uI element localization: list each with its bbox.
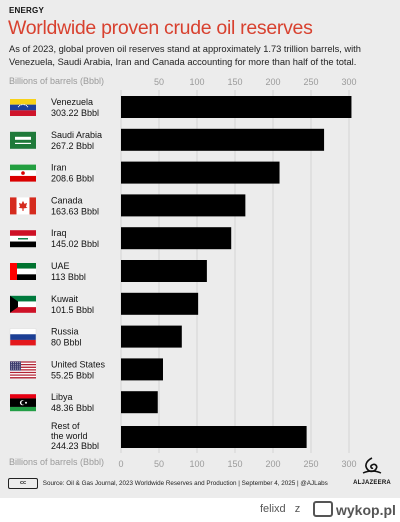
- kuwait-flag: [10, 295, 36, 313]
- value-label: 267.2 Bbbl: [51, 141, 94, 151]
- iraq-flag: [10, 230, 36, 248]
- category-label: United States: [51, 359, 106, 369]
- bar: [121, 358, 163, 381]
- x-axis-label-top: Billions of barrels (Bbbl): [9, 76, 105, 86]
- category-label: UAE: [51, 261, 70, 271]
- value-label: 163.63 Bbbl: [51, 206, 99, 216]
- x-tick-label-bottom: 0: [118, 459, 123, 469]
- saudi-arabia-flag: [10, 131, 36, 149]
- x-tick-label-top: 200: [265, 77, 280, 87]
- x-tick-label-top: 250: [303, 77, 318, 87]
- iran-flag: [10, 164, 36, 182]
- watermark-separator: z: [294, 503, 301, 515]
- canada-flag: [10, 197, 36, 215]
- category-label: Iran: [51, 163, 67, 173]
- value-label: 80 Bbbl: [51, 338, 82, 348]
- bar: [121, 260, 207, 282]
- venezuela-flag: [10, 99, 36, 116]
- value-label: 48.36 Bbbl: [51, 403, 94, 413]
- creative-commons-icon: cc: [8, 478, 38, 489]
- category-label: Saudi Arabia: [51, 130, 102, 140]
- x-tick-label-top: 50: [154, 77, 164, 87]
- chart-title: Worldwide proven crude oil reserves: [8, 17, 313, 39]
- value-label: 113 Bbbl: [51, 272, 86, 282]
- x-tick-label-bottom: 100: [189, 459, 204, 469]
- bar-chart: 0 50 50 100 100 150 150 200 200 250 250 300 300 Venez…: [9, 77, 357, 469]
- x-tick-label-top: 100: [189, 77, 204, 87]
- value-label: 55.25 Bbbl: [51, 370, 94, 380]
- x-tick-label-bottom: 300: [341, 459, 356, 469]
- chart-subtitle: As of 2023, global proven oil reserves s…: [9, 44, 361, 67]
- bar: [121, 292, 199, 315]
- infographic-card: ENERGY Worldwide proven crude oil reserv…: [0, 0, 400, 498]
- value-label: 208.6 Bbbl: [51, 174, 94, 184]
- category-label: the world: [51, 431, 88, 441]
- watermark-username[interactable]: felixd z: [260, 503, 300, 522]
- united-states-flag: [10, 361, 36, 379]
- x-tick-label-bottom: 150: [227, 459, 242, 469]
- watermark-brand-text: wykop.pl: [336, 502, 396, 518]
- footer: cc Source: Oil & Gas Journal, 2023 World…: [8, 478, 328, 489]
- x-tick-label-bottom: 50: [154, 459, 164, 469]
- aljazeera-wordmark: ALJAZEERA: [353, 480, 391, 486]
- category-label: Canada: [51, 195, 83, 205]
- wykop-logo-icon: [313, 501, 333, 517]
- x-tick-label-bottom: 250: [303, 459, 318, 469]
- value-label: 244.23 Bbbl: [51, 441, 99, 451]
- category-label: Venezuela: [51, 97, 93, 107]
- watermark-site-logo[interactable]: wykop.pl: [313, 501, 396, 520]
- russia-flag: [9, 328, 37, 346]
- libya-flag: [10, 394, 36, 412]
- category-label: Kuwait: [51, 294, 79, 304]
- value-label: 101.5 Bbbl: [51, 305, 94, 315]
- uae-flag: [10, 263, 36, 280]
- bar: [121, 128, 325, 151]
- category-label: Rest of: [51, 421, 80, 431]
- watermark-username-text: felixd: [260, 503, 286, 515]
- x-axis-label-bottom: Billions of barrels (Bbbl): [9, 457, 105, 467]
- kicker-label: ENERGY: [9, 6, 44, 15]
- bar: [121, 426, 307, 448]
- x-tick-label-top: 300: [341, 77, 356, 87]
- aljazeera-logo: ALJAZEERA: [349, 457, 395, 486]
- bar: [121, 325, 182, 348]
- bar: [121, 227, 232, 250]
- value-label: 303.22 Bbbl: [51, 108, 99, 118]
- bar: [121, 391, 158, 414]
- category-label: Russia: [51, 327, 79, 337]
- x-tick-label-top: 150: [227, 77, 242, 87]
- bar: [121, 194, 246, 217]
- category-label: Libya: [51, 392, 73, 402]
- aljazeera-emblem-icon: [362, 457, 382, 474]
- source-note: Source: Oil & Gas Journal, 2023 Worldwid…: [42, 480, 328, 488]
- x-tick-label-bottom: 200: [265, 459, 280, 469]
- bar: [121, 96, 352, 118]
- category-label: Iraq: [51, 228, 67, 238]
- bar: [121, 161, 280, 184]
- value-label: 145.02 Bbbl: [51, 239, 99, 249]
